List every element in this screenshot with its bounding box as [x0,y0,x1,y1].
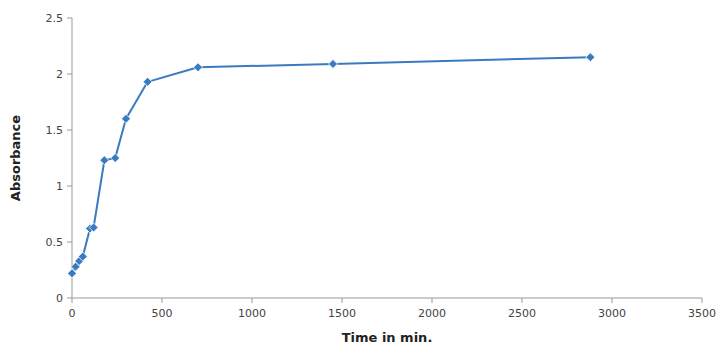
x-tick-label: 1500 [328,307,356,320]
x-tick-label: 500 [152,307,173,320]
x-tick [432,298,433,303]
y-tick-label: 1.5 [46,124,64,137]
x-tick-label: 2500 [508,307,536,320]
x-tick [612,298,613,303]
axes: 0 500 1000 1500 2000 2500 3000 3500 0 0.5 1 1.5 2 2.5 [46,12,717,320]
plot-area [68,53,595,278]
data-point [194,63,203,72]
y-tick [67,130,72,131]
y-tick-label: 2 [56,68,63,81]
x-tick-label: 1000 [238,307,266,320]
x-tick [72,298,73,303]
data-point [122,114,131,123]
y-tick [67,242,72,243]
data-point [89,223,98,232]
y-axis-title: Absorbance [8,115,23,201]
data-point [143,77,152,86]
x-tick-label: 2000 [418,307,446,320]
data-point [586,53,595,62]
data-point [111,154,120,163]
x-tick-label: 3000 [598,307,626,320]
y-tick [67,298,72,299]
y-tick-label: 2.5 [46,12,64,25]
y-tick-label: 0 [56,292,63,305]
x-tick [252,298,253,303]
data-point [78,252,87,261]
y-tick [67,186,72,187]
data-point [100,156,109,165]
x-tick [702,298,703,303]
y-tick [67,74,72,75]
x-axis-line [72,298,702,299]
y-tick-label: 1 [56,180,63,193]
chart-svg: 0 500 1000 1500 2000 2500 3000 3500 0 0.5 1 1.5 2 2.5… [0,0,726,356]
data-line [72,57,590,273]
chart-container: 0 500 1000 1500 2000 2500 3000 3500 0 0.5 1 1.5 2 2.5… [0,0,726,356]
y-axis-line [72,18,73,298]
x-tick [342,298,343,303]
x-axis-title: Time in min. [342,330,433,345]
x-tick [162,298,163,303]
y-tick-label: 0.5 [46,236,64,249]
y-tick [67,18,72,19]
data-point [329,59,338,68]
x-tick-label: 0 [69,307,76,320]
x-tick [522,298,523,303]
x-tick-label: 3500 [688,307,716,320]
